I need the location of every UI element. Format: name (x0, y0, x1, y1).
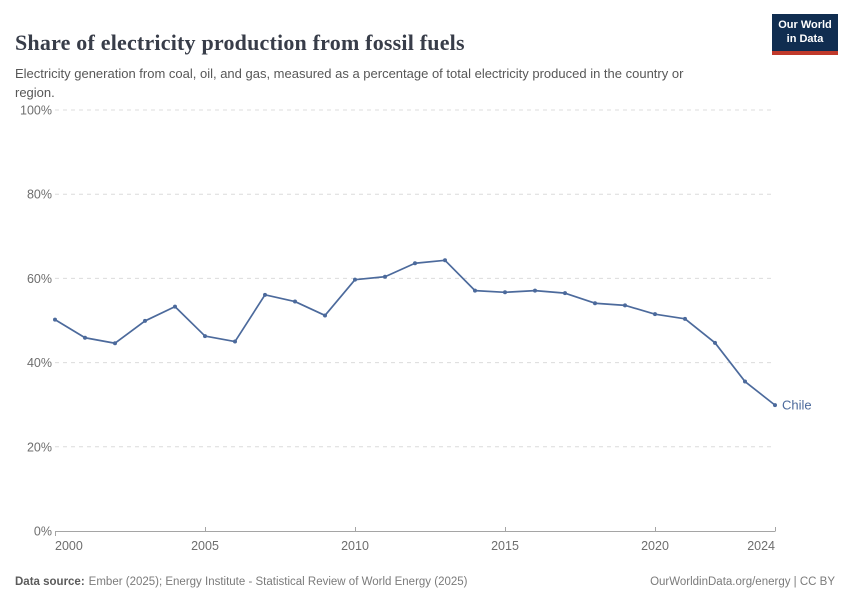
data-point (563, 291, 567, 296)
data-point (593, 301, 597, 306)
owid-logo[interactable]: Our World in Data (772, 14, 838, 55)
x-tick-label: 2015 (491, 539, 519, 553)
data-source: Data source: Ember (2025); Energy Institu… (15, 576, 467, 588)
data-point (743, 379, 747, 384)
data-point (713, 340, 717, 345)
entity-label: Chile (782, 398, 812, 413)
data-point (533, 288, 537, 293)
data-point (293, 299, 297, 304)
data-point (353, 277, 357, 282)
chart-footer: Data source: Ember (2025); Energy Institu… (15, 576, 835, 588)
data-point (113, 341, 117, 346)
x-tick-label: 2000 (55, 539, 83, 553)
y-tick-label: 100% (20, 104, 52, 118)
owid-logo-line2: in Data (786, 32, 824, 45)
license-link[interactable]: OurWorldinData.org/energy | CC BY (650, 576, 835, 588)
x-tick-label: 2020 (641, 539, 669, 553)
page-title: Share of electricity production from fos… (15, 29, 465, 55)
data-point (83, 335, 87, 340)
data-point (503, 290, 507, 295)
owid-logo-line1: Our World (778, 19, 832, 31)
y-tick-label: 60% (27, 272, 52, 286)
y-tick-label: 80% (27, 188, 52, 202)
data-point (623, 303, 627, 308)
data-point (173, 304, 177, 309)
data-point (683, 316, 687, 321)
data-source-label: Data source: (15, 576, 85, 588)
data-point (383, 274, 387, 279)
data-line (54, 259, 776, 406)
data-point (413, 261, 417, 266)
y-tick-label: 20% (27, 440, 52, 454)
data-point (443, 258, 447, 263)
x-tick-label: 2005 (191, 539, 219, 553)
data-point (143, 318, 147, 323)
data-point (473, 288, 477, 293)
data-point (653, 312, 657, 317)
y-tick-label: 0% (34, 525, 52, 539)
data-point (233, 339, 237, 344)
data-point (263, 292, 267, 297)
data-point (203, 334, 207, 339)
x-tick-label: 2024 (747, 539, 775, 553)
x-tick-label: 2010 (341, 539, 369, 553)
data-point (323, 313, 327, 318)
y-tick-label: 40% (27, 356, 52, 370)
data-point (773, 403, 777, 408)
chart-subtitle: Electricity generation from coal, oil, a… (15, 66, 684, 100)
data-source-text: Ember (2025); Energy Institute - Statist… (88, 576, 468, 588)
data-point (53, 317, 57, 322)
